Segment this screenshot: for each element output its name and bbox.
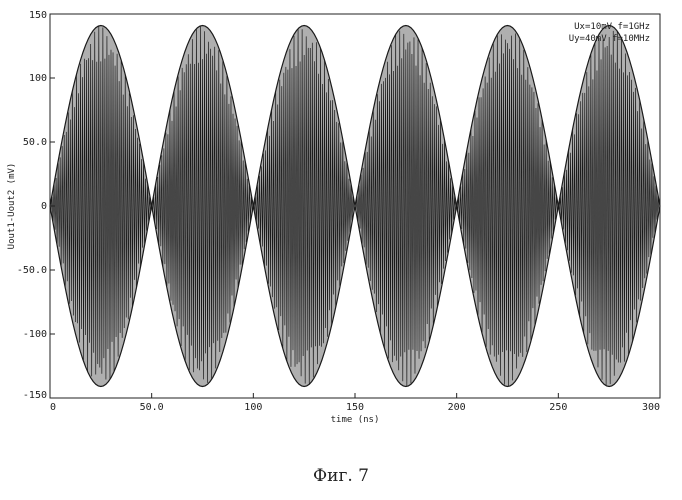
x-tick-label: 50.0 — [140, 402, 164, 413]
signal-layer — [50, 26, 660, 387]
legend-line-1: Ux=10mV f=1GHz — [574, 22, 650, 32]
envelope-lobe — [152, 26, 254, 387]
envelope-lobe — [355, 26, 457, 387]
figure-caption: Фиг. 7 — [0, 466, 682, 486]
y-tick-label: 0 — [41, 201, 47, 212]
y-tick-label: -50.0 — [17, 265, 47, 276]
y-tick-label: -100 — [23, 329, 47, 340]
envelope-lobe — [253, 26, 355, 387]
chart: 0 50.0 100 150 200 250 300 -150 -100 -50.0 0 50.0 1… — [0, 0, 682, 440]
y-axis-label: Uout1-Uout2 (mV) — [7, 163, 17, 250]
y-axis-ticks: -150 -100 -50.0 0 50.0 100 150 — [17, 10, 55, 401]
x-tick-label: 0 — [50, 402, 56, 413]
envelope-lobe — [558, 26, 660, 387]
x-axis-ticks: 0 50.0 100 150 200 250 300 — [50, 393, 660, 413]
legend-line-2: Uy=40mV f=10MHz — [569, 34, 650, 44]
x-axis-label: time (ns) — [331, 415, 380, 425]
x-tick-label: 100 — [244, 402, 262, 413]
y-tick-label: -150 — [23, 390, 47, 401]
x-tick-label: 200 — [448, 402, 466, 413]
x-tick-label: 150 — [346, 402, 364, 413]
y-tick-label: 100 — [29, 73, 47, 84]
x-tick-label: 300 — [642, 402, 660, 413]
envelope-lobe — [50, 26, 152, 387]
y-tick-label: 50.0 — [23, 137, 47, 148]
y-tick-label: 150 — [29, 10, 47, 21]
envelope-lobe — [457, 26, 559, 387]
x-tick-label: 250 — [549, 402, 567, 413]
